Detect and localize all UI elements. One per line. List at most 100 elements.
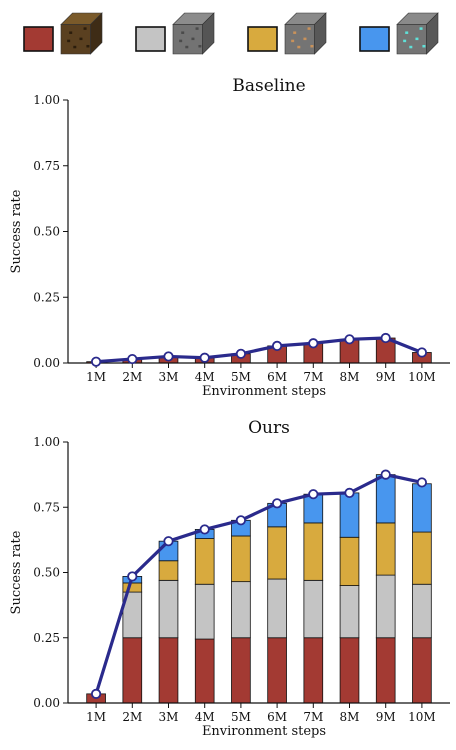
x-tick-label: 9M bbox=[376, 370, 396, 384]
bar-segment bbox=[412, 531, 432, 585]
bar-segment bbox=[339, 536, 360, 586]
bar-segment bbox=[375, 522, 396, 576]
line-point bbox=[199, 352, 210, 363]
iron-ore-block-icon-speck bbox=[307, 27, 311, 30]
line-point bbox=[235, 348, 246, 359]
y-tick-label: 0.75 bbox=[33, 500, 60, 514]
y-tick-label: 0.50 bbox=[33, 566, 60, 580]
stone-block-icon-side bbox=[202, 12, 215, 55]
bar-segment bbox=[158, 637, 179, 704]
bar-segment bbox=[412, 483, 432, 533]
chart-panel: Baseline 0.00 0.25 0.50 0.75 1.00 1M 2M 3M 4M 5M 6M… bbox=[9, 76, 450, 399]
x-tick-label: 4M bbox=[195, 370, 215, 384]
x-tick-label: 8M bbox=[340, 710, 360, 724]
y-tick-label: 0.00 bbox=[33, 696, 60, 710]
bar-segment bbox=[158, 560, 179, 581]
x-tick-label: 3M bbox=[159, 370, 179, 384]
line-point bbox=[344, 487, 355, 498]
x-tick-label: 2M bbox=[122, 710, 142, 724]
wood-block-icon bbox=[60, 12, 103, 55]
line-point bbox=[416, 477, 427, 488]
iron-ore-block-icon-speck bbox=[293, 31, 297, 34]
legend-swatch bbox=[23, 26, 54, 52]
wood-block-icon-speck bbox=[79, 37, 83, 41]
line-point bbox=[91, 688, 102, 699]
y-axis-label: Success rate bbox=[9, 189, 24, 273]
y-axis-label: Success rate bbox=[9, 530, 24, 614]
bar-segment bbox=[339, 585, 360, 639]
line-point bbox=[271, 498, 283, 509]
bar-segment bbox=[375, 637, 396, 704]
x-tick-label: 6M bbox=[267, 370, 287, 384]
line-point bbox=[380, 332, 391, 344]
bar-segment bbox=[375, 574, 396, 639]
diamond-ore-block-icon-speck bbox=[409, 45, 413, 49]
bar-segment bbox=[158, 579, 179, 639]
success-line bbox=[94, 473, 423, 695]
iron-ore-block-icon bbox=[284, 12, 327, 55]
x-tick-label: 5M bbox=[231, 710, 251, 724]
bar-segment bbox=[375, 474, 396, 524]
bar-segment bbox=[303, 522, 324, 581]
stone-block-icon-speck bbox=[179, 39, 183, 43]
wood-block-icon-side bbox=[90, 12, 103, 55]
x-axis-label: Environment steps bbox=[202, 724, 326, 739]
bar-segment bbox=[303, 579, 324, 639]
iron-ore-block-icon-speck bbox=[297, 45, 301, 49]
legend-swatch bbox=[135, 26, 166, 52]
x-tick-label: 1M bbox=[86, 710, 106, 724]
diamond-ore-block-icon bbox=[396, 12, 439, 55]
x-tick-label: 5M bbox=[231, 370, 251, 384]
wood-block-icon-speck bbox=[69, 31, 73, 34]
stone-block-icon-speck bbox=[181, 31, 185, 34]
bar-segment bbox=[267, 578, 287, 639]
iron-ore-block-icon-speck bbox=[303, 37, 307, 41]
stone-block-icon bbox=[172, 12, 215, 55]
line-point bbox=[380, 469, 391, 480]
line-point bbox=[91, 356, 102, 367]
x-tick-label: 7M bbox=[303, 710, 323, 724]
line-point bbox=[308, 338, 319, 349]
wood-block-icon-speck bbox=[83, 27, 87, 30]
y-tick-label: 1.00 bbox=[33, 435, 60, 449]
iron-ore-block-icon-side bbox=[314, 12, 327, 55]
bar-segment bbox=[267, 526, 287, 580]
x-tick-label: 3M bbox=[159, 710, 179, 724]
bar-segment bbox=[267, 637, 287, 704]
x-tick-label: 6M bbox=[267, 710, 287, 724]
iron-ore-block-icon-speck bbox=[291, 39, 295, 43]
bar-segment bbox=[194, 638, 215, 704]
legend-swatch bbox=[247, 26, 278, 52]
line-point bbox=[308, 489, 319, 500]
line-point bbox=[235, 515, 246, 526]
legend-swatch bbox=[359, 26, 390, 52]
line-point bbox=[127, 571, 138, 582]
x-tick-label: 2M bbox=[122, 370, 142, 384]
bar-segment bbox=[339, 492, 360, 538]
chart-title: Baseline bbox=[232, 76, 305, 96]
chart-title: Ours bbox=[248, 418, 290, 438]
bar-segment bbox=[231, 581, 251, 639]
y-tick-label: 1.00 bbox=[33, 93, 60, 107]
chart-panel: Ours 0.00 0.25 0.50 0.75 1.00 1M 2M 3M 4M 5M 6M 7M 8M… bbox=[9, 418, 450, 739]
line-point bbox=[163, 536, 174, 547]
line-point bbox=[199, 524, 210, 535]
bar-segment bbox=[339, 637, 360, 704]
diamond-ore-block-icon-side bbox=[426, 12, 439, 55]
x-tick-label: 10M bbox=[408, 710, 436, 724]
stone-block-icon-speck bbox=[195, 27, 199, 30]
diamond-ore-block-icon-speck bbox=[419, 27, 423, 30]
bar-segment bbox=[412, 637, 432, 704]
stone-block-icon-speck bbox=[198, 44, 202, 48]
y-tick-label: 0.75 bbox=[33, 159, 60, 173]
bar-segment bbox=[122, 582, 143, 593]
stone-block-icon-speck bbox=[191, 37, 195, 41]
bar-segment bbox=[194, 583, 215, 640]
x-tick-label: 8M bbox=[340, 370, 360, 384]
x-tick-label: 9M bbox=[376, 710, 396, 724]
line-point bbox=[127, 353, 138, 365]
wood-block-icon-speck bbox=[86, 44, 90, 48]
x-tick-label: 1M bbox=[86, 370, 106, 384]
line-point bbox=[271, 340, 283, 352]
x-axis-label: Environment steps bbox=[202, 384, 326, 399]
